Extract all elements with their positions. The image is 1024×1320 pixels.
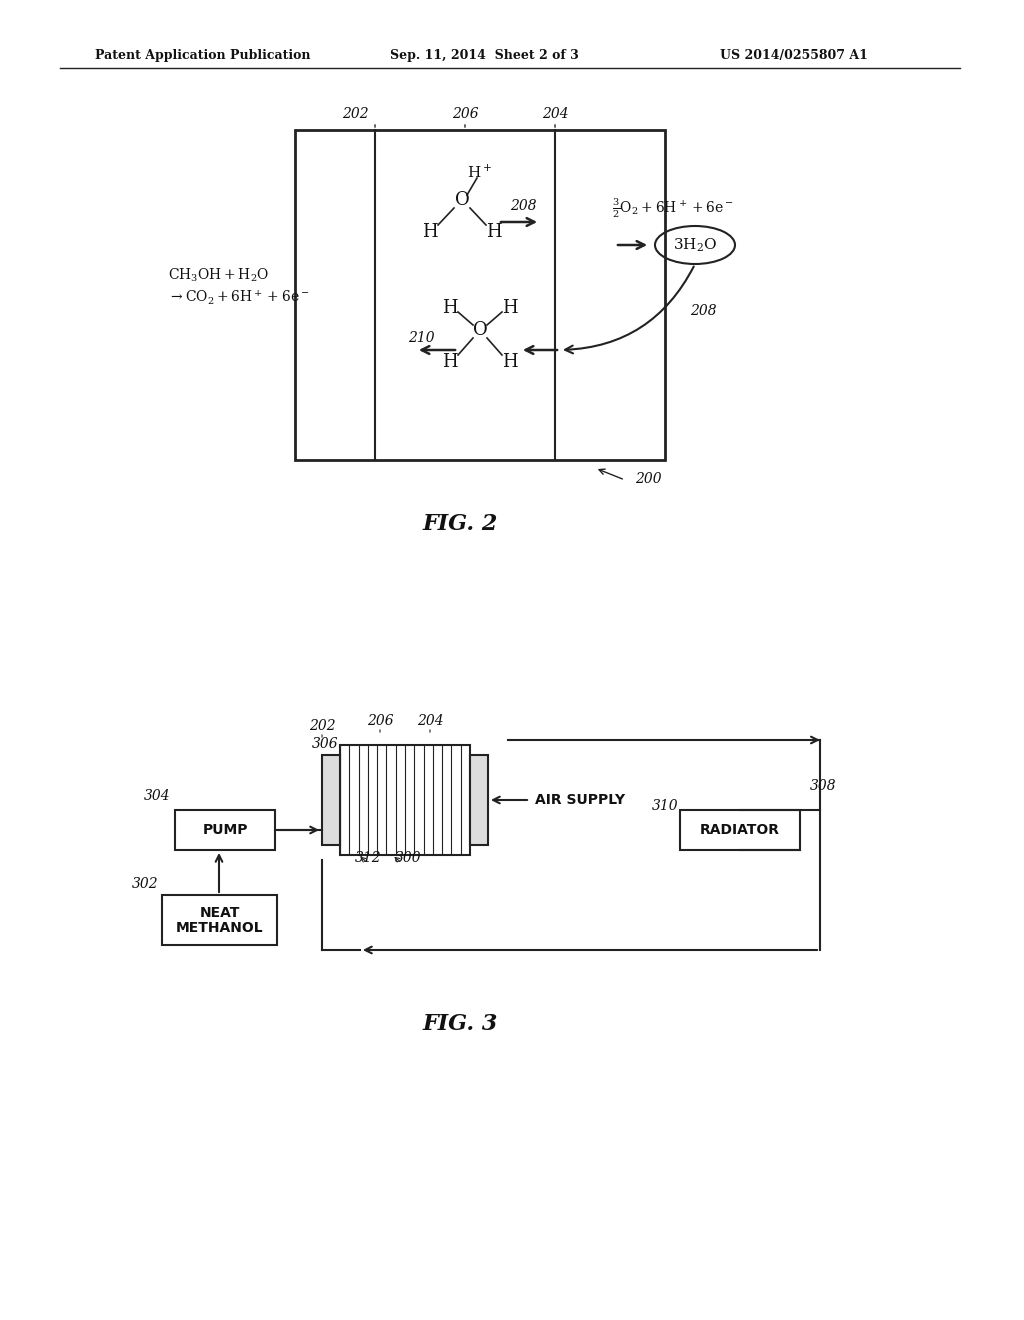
Text: 204: 204	[542, 107, 568, 121]
Text: 208: 208	[690, 304, 717, 318]
Text: 312: 312	[355, 851, 382, 865]
Text: 202: 202	[342, 107, 369, 121]
Text: H: H	[442, 300, 458, 317]
Text: 300: 300	[395, 851, 422, 865]
Text: Patent Application Publication: Patent Application Publication	[95, 49, 310, 62]
Text: 310: 310	[651, 799, 678, 813]
Text: 304: 304	[143, 789, 170, 803]
Text: AIR SUPPLY: AIR SUPPLY	[535, 793, 625, 807]
Text: FIG. 2: FIG. 2	[422, 513, 498, 535]
Text: 204: 204	[417, 714, 443, 729]
Bar	[322, 755, 340, 845]
Text: H$^+$: H$^+$	[467, 164, 493, 181]
Text: H: H	[422, 223, 438, 242]
Text: 208: 208	[510, 199, 537, 213]
Text: PUMP: PUMP	[203, 822, 248, 837]
Text: $\mathregular{3H_2O}$: $\mathregular{3H_2O}$	[673, 236, 717, 253]
Text: 206: 206	[367, 714, 393, 729]
Text: $\mathregular{\frac{3}{2}O_2 + 6H^+ +6e^-}$: $\mathregular{\frac{3}{2}O_2 + 6H^+ +6e^…	[612, 197, 733, 220]
Text: METHANOL: METHANOL	[176, 921, 263, 935]
Text: $\mathregular{CH_3OH + H_2O}$: $\mathregular{CH_3OH + H_2O}$	[168, 267, 269, 284]
Text: O: O	[455, 191, 469, 209]
Bar	[175, 810, 275, 850]
Bar	[340, 744, 470, 855]
Text: 206: 206	[452, 107, 478, 121]
Text: O: O	[473, 321, 487, 339]
Text: 210: 210	[408, 331, 434, 345]
Text: FIG. 3: FIG. 3	[422, 1012, 498, 1035]
Text: H: H	[486, 223, 502, 242]
Text: US 2014/0255807 A1: US 2014/0255807 A1	[720, 49, 868, 62]
Text: 306: 306	[312, 737, 339, 751]
Text: 202: 202	[308, 719, 335, 733]
Text: 302: 302	[131, 876, 158, 891]
Text: H: H	[502, 352, 518, 371]
Text: H: H	[502, 300, 518, 317]
Text: Sep. 11, 2014  Sheet 2 of 3: Sep. 11, 2014 Sheet 2 of 3	[390, 49, 579, 62]
Bar	[680, 810, 800, 850]
Bar	[295, 129, 665, 459]
Bar	[162, 895, 278, 945]
Text: 200: 200	[635, 473, 662, 486]
Bar	[470, 755, 488, 845]
Text: RADIATOR: RADIATOR	[700, 822, 780, 837]
Text: $\mathregular{\rightarrow CO_2 + 6H^+ + 6e^-}$: $\mathregular{\rightarrow CO_2 + 6H^+ + …	[168, 288, 309, 306]
Text: 308: 308	[810, 779, 837, 793]
Text: NEAT: NEAT	[200, 906, 240, 920]
Text: H: H	[442, 352, 458, 371]
